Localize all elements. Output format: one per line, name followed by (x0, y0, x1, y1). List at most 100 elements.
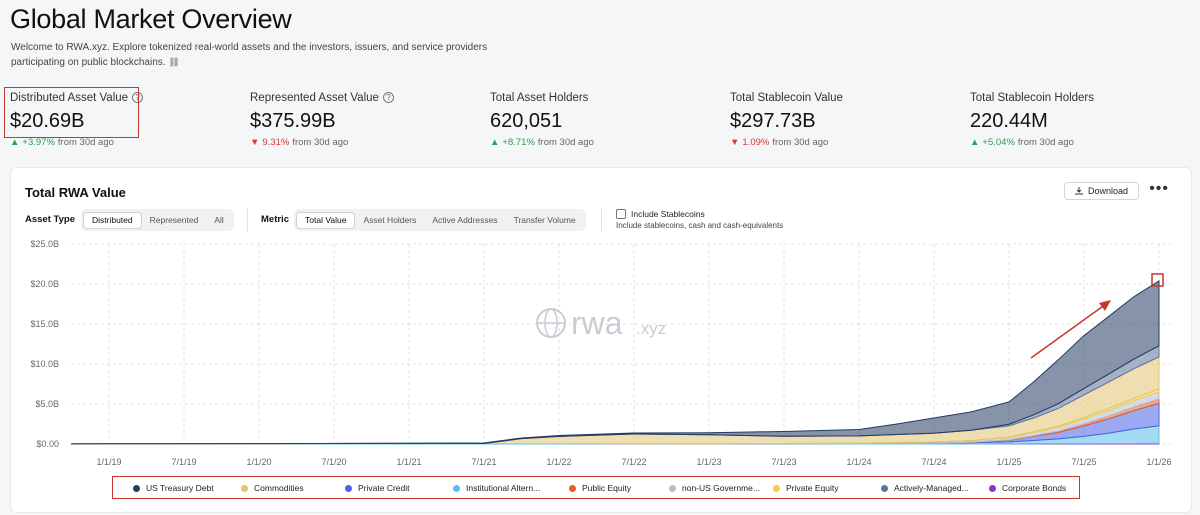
y-tick-label: $0.00 (36, 439, 59, 449)
legend-swatch (453, 484, 460, 492)
stat-change-percent: 1.09% (742, 137, 770, 148)
stat-change-suffix: from 30d ago (772, 137, 829, 148)
stat-card: Distributed Asset Value? $20.69B ▲ +3.97% fr… (10, 90, 144, 148)
download-label: Download (1087, 186, 1128, 196)
y-tick-label: $15.0B (30, 319, 59, 329)
stat-value: $297.73B (730, 110, 816, 132)
watermark-text: rwa (571, 305, 623, 341)
legend-item[interactable]: US Treasury Debt (133, 483, 214, 493)
control-divider (247, 209, 248, 231)
help-icon[interactable]: ? (132, 92, 144, 103)
area-series-commodities (71, 356, 1160, 445)
legend-label: Actively-Managed... (894, 483, 969, 493)
y-tick-label: $10.0B (30, 359, 59, 369)
x-tick-label: 7/1/25 (1071, 457, 1096, 467)
x-tick-label: 7/1/22 (621, 457, 646, 467)
include-stablecoins-label: Include Stablecoins (631, 209, 705, 219)
arrow-down-icon: ▼ (730, 137, 740, 148)
stat-card: Represented Asset Value? $375.99B ▼ 9.31% fr… (250, 90, 394, 148)
metric-total-value[interactable]: Total Value (296, 211, 356, 229)
include-stablecoins-checkbox[interactable] (616, 209, 626, 219)
legend-item[interactable]: Private Credit (345, 483, 410, 493)
legend-item[interactable]: Corporate Bonds (989, 483, 1066, 493)
stat-card: Total Stablecoin Value $297.73B ▼ 1.09% from… (730, 90, 843, 149)
legend-swatch (345, 484, 352, 492)
stat-card: Total Stablecoin Holders 220.44M ▲ +5.04% fr… (970, 90, 1094, 149)
legend-swatch (241, 484, 248, 492)
download-button[interactable]: Download (1063, 182, 1139, 200)
more-horizontal-icon[interactable]: ••• (1149, 180, 1169, 197)
legend-swatch (133, 484, 140, 492)
area-series-us-treasury-debt (71, 280, 1160, 445)
asset-type-all[interactable]: All (214, 214, 224, 225)
annotation-arrow-head (1099, 300, 1111, 311)
rwa-area-chart[interactable]: $0.00 $5.0B $10.0B $15.0B $20.0B $25.0B 1/1/19… (11, 168, 1193, 514)
asset-type-represented[interactable]: Represented (149, 214, 199, 225)
x-tick-label: 1/1/24 (846, 457, 871, 467)
page-title: Global Market Overview (10, 4, 292, 34)
stat-change: ▲ +3.97% from 30d ago (10, 137, 143, 148)
stat-change-percent: +3.97% (22, 137, 55, 148)
download-icon (1074, 187, 1083, 195)
asset-type-label: Asset Type (25, 214, 75, 225)
stat-change: ▲ +8.71% from 30d ago (490, 137, 594, 148)
total-rwa-value-panel: Total RWA Value Download ••• Asset Type … (10, 167, 1192, 513)
watermark-suffix: .xyz (636, 319, 666, 338)
metric-toggle: Total Value Asset Holders Active Addresses… (294, 209, 586, 231)
legend-label: US Treasury Debt (146, 483, 214, 493)
stat-value: $375.99B (250, 110, 336, 132)
legend-label: Private Credit (358, 483, 410, 493)
x-tick-label: 1/1/25 (996, 457, 1021, 467)
legend-item[interactable]: Actively-Managed... (881, 483, 969, 493)
help-icon[interactable]: ? (382, 92, 394, 103)
legend: US Treasury Debt Commodities Private Credi… (112, 476, 1080, 499)
metric-label: Metric (261, 214, 289, 225)
stat-value: $20.69B (10, 110, 85, 132)
x-tick-label: 7/1/23 (771, 457, 796, 467)
stat-label: Total Asset Holders (490, 90, 594, 105)
legend-item[interactable]: Commodities (241, 483, 304, 493)
stat-change: ▲ +5.04% from 30d ago (970, 137, 1094, 148)
legend-swatch (881, 484, 888, 492)
stat-change: ▼ 9.31% from 30d ago (250, 137, 394, 148)
x-tick-label: 7/1/24 (921, 457, 946, 467)
stat-change-percent: 9.31% (262, 137, 290, 148)
link-icon[interactable]: ⛓ (168, 57, 180, 67)
y-tick-label: $25.0B (30, 239, 59, 249)
panel-title: Total RWA Value (25, 185, 126, 200)
include-stablecoins-description: Include stablecoins, cash and cash-equiv… (616, 221, 784, 230)
legend-label: Commodities (254, 483, 304, 493)
legend-label: Public Equity (582, 483, 632, 493)
legend-swatch (569, 484, 576, 492)
watermark: rwa .xyz (536, 305, 666, 341)
stat-change-suffix: from 30d ago (1017, 137, 1074, 148)
x-tick-label: 1/1/22 (546, 457, 571, 467)
legend-item[interactable]: Institutional Altern... (453, 483, 540, 493)
stat-value: 220.44M (970, 110, 1048, 132)
metric-asset-holders[interactable]: Asset Holders (363, 214, 417, 225)
annotation-arrow (1030, 300, 1111, 359)
annotation-value-box (1151, 273, 1164, 287)
legend-item[interactable]: Public Equity (569, 483, 631, 493)
x-tick-label: 7/1/20 (321, 457, 346, 467)
metric-active-addresses[interactable]: Active Addresses (432, 214, 498, 225)
legend-item[interactable]: Private Equity (773, 483, 838, 493)
x-tick-label: 1/1/23 (696, 457, 721, 467)
legend-swatch (669, 484, 676, 492)
x-tick-label: 7/1/19 (171, 457, 196, 467)
stat-label-text: Total Stablecoin Holders (970, 91, 1095, 104)
x-tick-label: 1/1/26 (1146, 457, 1171, 467)
x-tick-label: 1/1/20 (246, 457, 271, 467)
asset-type-distributed[interactable]: Distributed (83, 211, 142, 229)
control-divider (601, 209, 602, 231)
stat-label: Total Stablecoin Value (730, 90, 843, 105)
stat-label-text: Total Asset Holders (490, 91, 589, 104)
stat-value: 620,051 (490, 110, 563, 132)
stat-change-suffix: from 30d ago (292, 137, 349, 148)
metric-transfer-volume[interactable]: Transfer Volume (513, 214, 576, 225)
description-text: Welcome to RWA.xyz. Explore tokenized re… (11, 42, 488, 68)
stat-change-percent: +5.04% (982, 137, 1015, 148)
legend-label: Corporate Bonds (1002, 483, 1067, 493)
legend-item[interactable]: non-US Governme... (669, 483, 760, 493)
stat-label: Total Stablecoin Holders (970, 90, 1094, 105)
